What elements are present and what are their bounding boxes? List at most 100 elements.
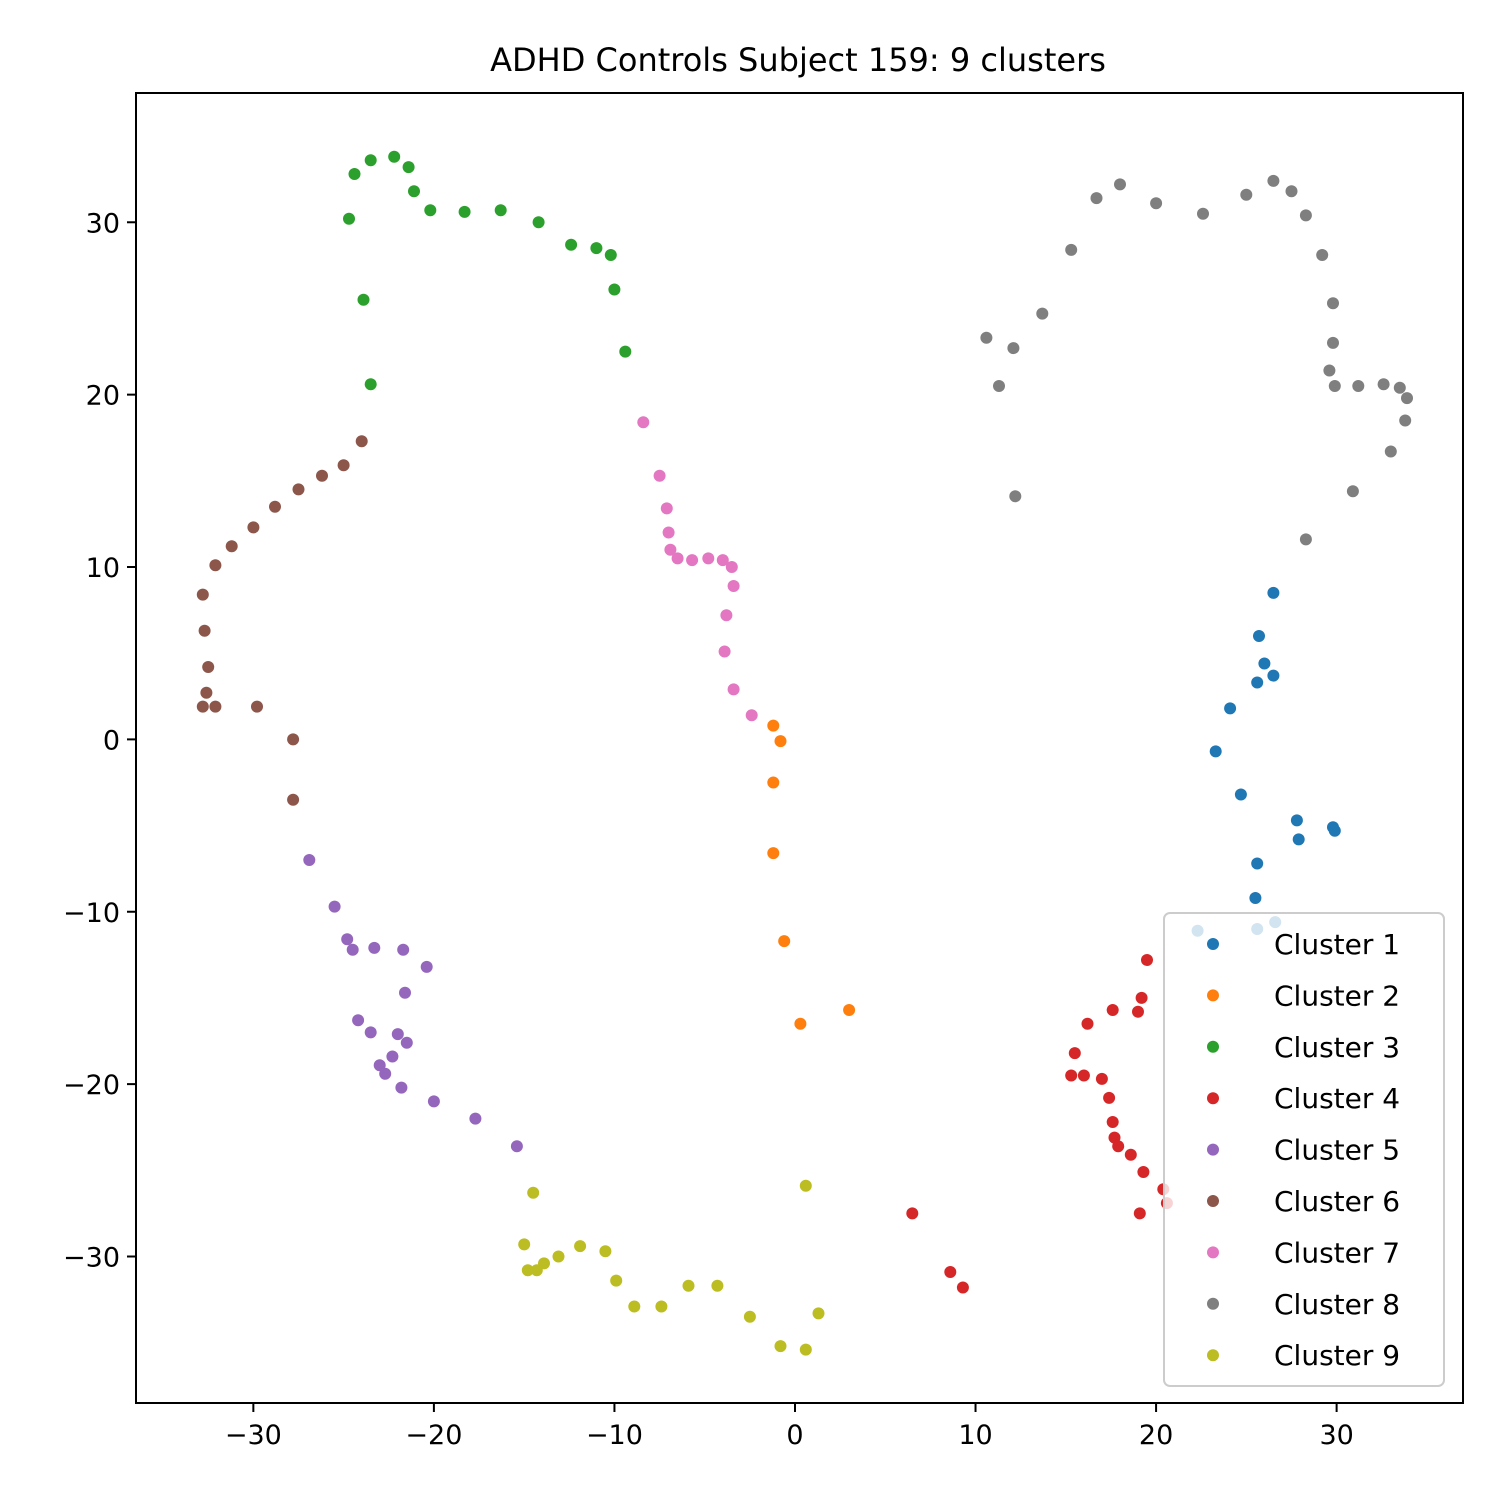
chart-title: ADHD Controls Subject 159: 9 clusters bbox=[490, 41, 1106, 79]
data-point bbox=[980, 331, 993, 344]
data-point bbox=[1209, 745, 1222, 758]
legend-label: Cluster 3 bbox=[1274, 1031, 1400, 1064]
legend-marker bbox=[1207, 1349, 1219, 1362]
data-point bbox=[1106, 1116, 1119, 1128]
data-point bbox=[1077, 1069, 1090, 1082]
data-point bbox=[1124, 1148, 1137, 1161]
data-point bbox=[1106, 1004, 1119, 1016]
data-point bbox=[1065, 243, 1078, 256]
data-point bbox=[269, 500, 281, 513]
legend: Cluster 1 Cluster 2 Cluster 3 Cluster 4 Clus… bbox=[1163, 912, 1445, 1387]
data-point bbox=[251, 700, 263, 713]
x-tick-label: −20 bbox=[405, 1420, 462, 1451]
data-point bbox=[686, 554, 699, 567]
series-cluster-5 bbox=[303, 854, 523, 1153]
data-point bbox=[1323, 364, 1336, 377]
legend-item-cluster-3: Cluster 3 bbox=[1207, 1031, 1400, 1064]
legend-marker bbox=[1207, 938, 1219, 950]
data-point bbox=[287, 733, 300, 746]
data-point bbox=[637, 416, 650, 429]
data-point bbox=[1224, 702, 1237, 715]
series-cluster-4 bbox=[906, 954, 1173, 1294]
data-point bbox=[346, 943, 359, 956]
data-point bbox=[574, 1240, 587, 1253]
data-point bbox=[725, 561, 738, 573]
data-point bbox=[778, 935, 791, 948]
data-point bbox=[287, 793, 300, 806]
data-point bbox=[682, 1279, 695, 1292]
data-point bbox=[357, 293, 370, 306]
data-point bbox=[604, 249, 617, 261]
data-point bbox=[379, 1067, 392, 1080]
data-point bbox=[399, 986, 411, 999]
y-tick-label: −30 bbox=[63, 1242, 120, 1273]
data-point bbox=[225, 540, 238, 553]
data-point bbox=[619, 345, 632, 358]
data-point bbox=[767, 847, 780, 860]
data-point bbox=[993, 380, 1005, 392]
data-point bbox=[774, 735, 787, 748]
data-point bbox=[209, 559, 222, 572]
data-point bbox=[1112, 1140, 1125, 1153]
data-point bbox=[956, 1281, 969, 1294]
legend-item-cluster-4: Cluster 4 bbox=[1207, 1082, 1400, 1115]
data-point bbox=[196, 588, 209, 601]
legend-item-cluster-7: Cluster 7 bbox=[1207, 1236, 1400, 1269]
data-point bbox=[1150, 197, 1163, 210]
plot-area bbox=[196, 150, 1413, 1356]
legend-marker bbox=[1207, 1246, 1219, 1259]
data-point bbox=[364, 154, 377, 167]
data-point bbox=[1081, 1017, 1094, 1030]
data-point bbox=[1352, 380, 1365, 392]
data-point bbox=[1007, 342, 1020, 355]
data-point bbox=[716, 554, 729, 567]
data-point bbox=[1290, 814, 1303, 827]
data-point bbox=[408, 185, 420, 198]
data-point bbox=[427, 1095, 440, 1108]
data-point bbox=[774, 1340, 787, 1353]
legend-marker bbox=[1207, 1143, 1219, 1156]
data-point bbox=[352, 1014, 365, 1027]
legend-marker bbox=[1207, 1092, 1219, 1105]
data-point bbox=[328, 900, 341, 913]
data-point bbox=[1267, 586, 1280, 599]
data-point bbox=[552, 1250, 565, 1263]
data-point bbox=[1377, 378, 1390, 391]
data-point bbox=[1068, 1047, 1081, 1060]
data-point bbox=[527, 1186, 540, 1199]
data-point bbox=[355, 435, 368, 448]
data-point bbox=[1328, 824, 1341, 837]
data-point bbox=[610, 1274, 623, 1287]
data-point bbox=[655, 1300, 668, 1313]
data-point bbox=[202, 661, 215, 673]
data-point bbox=[1103, 1091, 1116, 1104]
data-point bbox=[599, 1245, 612, 1258]
x-tick-label: 10 bbox=[958, 1420, 992, 1451]
data-point bbox=[1299, 209, 1312, 222]
data-point bbox=[1251, 857, 1264, 870]
y-tick-label: 20 bbox=[86, 381, 120, 412]
legend-item-cluster-5: Cluster 5 bbox=[1207, 1134, 1400, 1167]
data-point bbox=[628, 1300, 641, 1313]
data-point bbox=[196, 700, 209, 713]
data-point bbox=[671, 552, 684, 565]
x-tick-label: 30 bbox=[1319, 1420, 1353, 1451]
legend-item-cluster-1: Cluster 1 bbox=[1207, 928, 1400, 961]
data-point bbox=[590, 242, 603, 255]
legend-label: Cluster 8 bbox=[1274, 1288, 1400, 1321]
legend-label: Cluster 1 bbox=[1274, 928, 1400, 961]
legend-marker bbox=[1207, 1297, 1219, 1310]
data-point bbox=[292, 483, 305, 496]
legend-marker bbox=[1207, 989, 1219, 1002]
data-point bbox=[767, 719, 780, 732]
data-point bbox=[799, 1343, 812, 1356]
data-point bbox=[1299, 533, 1312, 546]
data-point bbox=[812, 1307, 825, 1320]
data-point bbox=[718, 645, 731, 658]
data-point bbox=[843, 1004, 856, 1016]
data-point bbox=[702, 552, 715, 565]
data-point bbox=[1267, 174, 1280, 187]
data-point bbox=[247, 521, 260, 534]
data-point bbox=[198, 624, 211, 637]
